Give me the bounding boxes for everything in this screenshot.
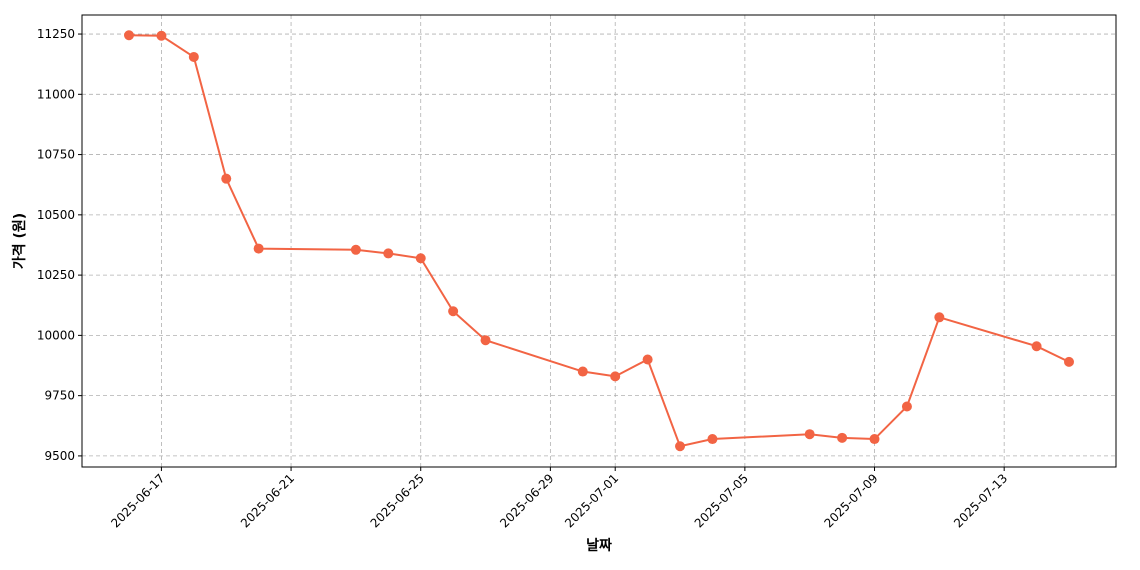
x-tick-label: 2025-06-29 <box>497 471 556 530</box>
point <box>221 173 232 184</box>
point <box>934 312 945 323</box>
point <box>610 371 621 382</box>
point <box>901 401 912 412</box>
point <box>448 306 459 317</box>
y-tick-label: 9500 <box>44 449 75 463</box>
point <box>642 354 653 365</box>
y-tick-label: 10750 <box>37 148 75 162</box>
x-tick-label: 2025-06-25 <box>368 471 427 530</box>
x-tick-label: 2025-06-17 <box>108 471 167 530</box>
y-tick-label: 10000 <box>37 328 75 342</box>
y-tick-label: 10250 <box>37 268 75 282</box>
point <box>156 30 167 41</box>
point <box>804 429 815 440</box>
x-tick-label: 2025-06-21 <box>238 471 297 530</box>
point <box>350 244 361 255</box>
x-tick-label: 2025-07-09 <box>821 471 880 530</box>
point <box>1031 341 1042 352</box>
point <box>577 366 588 377</box>
point <box>383 248 394 259</box>
point <box>124 30 134 41</box>
x-axis-title: 날짜 <box>586 538 612 554</box>
y-tick-label: 11250 <box>37 27 75 41</box>
line <box>128 34 1070 448</box>
y-tick-label: 10500 <box>37 208 75 222</box>
point <box>1064 356 1074 367</box>
point <box>675 441 686 452</box>
x-tick-label: 2025-07-01 <box>562 471 621 530</box>
x-tick-label: 2025-07-13 <box>951 471 1010 530</box>
point <box>188 51 199 62</box>
point <box>253 243 264 254</box>
y-tick-label: 9750 <box>44 389 75 403</box>
point <box>869 434 880 445</box>
x-tick-label: 2025-07-05 <box>692 471 751 530</box>
point <box>415 253 426 264</box>
y-tick-label: 11000 <box>37 87 75 101</box>
point <box>480 335 491 346</box>
point <box>837 432 848 443</box>
point <box>707 434 718 445</box>
y-axis-title: 가격 (원) <box>11 213 28 269</box>
plot-frame <box>81 14 1117 468</box>
